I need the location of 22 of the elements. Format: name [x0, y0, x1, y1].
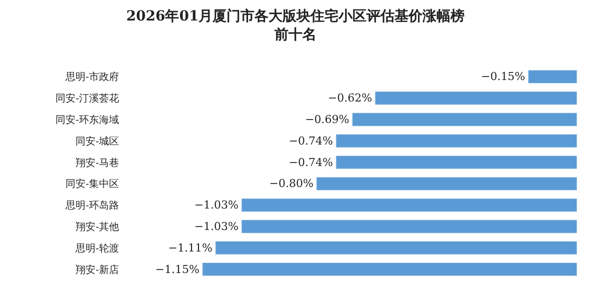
y-tick-label: 同安-汀溪荟花 — [56, 92, 119, 105]
data-label: −0.62% — [328, 92, 372, 105]
y-tick-label: 翔安-马巷 — [76, 156, 119, 169]
y-tick-label: 思明-市政府 — [64, 71, 119, 84]
data-label: −1.03% — [194, 220, 238, 233]
y-tick-label: 翔安-其他 — [76, 221, 119, 233]
y-tick-label: 思明-轮渡 — [74, 242, 119, 254]
chart-title: 2026年01月厦门市各大版块住宅小区评估基价涨幅榜 — [126, 8, 465, 25]
y-tick-label: 翔安-新店 — [76, 264, 119, 276]
data-label: −0.15% — [480, 70, 526, 84]
data-label: −1.11% — [168, 241, 212, 254]
data-label: −0.74% — [288, 134, 333, 148]
data-label: −1.15% — [155, 262, 200, 276]
data-label: −0.80% — [269, 177, 314, 190]
y-tick-label: 同安-集中区 — [66, 178, 119, 190]
data-label: −0.74% — [288, 156, 333, 169]
chart-subtitle: 前十名 — [274, 26, 316, 43]
y-tick-label: 同安-城区 — [76, 135, 119, 148]
y-tick-label: 同安-环东海域 — [56, 114, 119, 126]
y-tick-label: 思明-环岛路 — [64, 200, 119, 212]
data-label: −1.03% — [194, 198, 238, 212]
data-label: −0.69% — [305, 113, 350, 126]
